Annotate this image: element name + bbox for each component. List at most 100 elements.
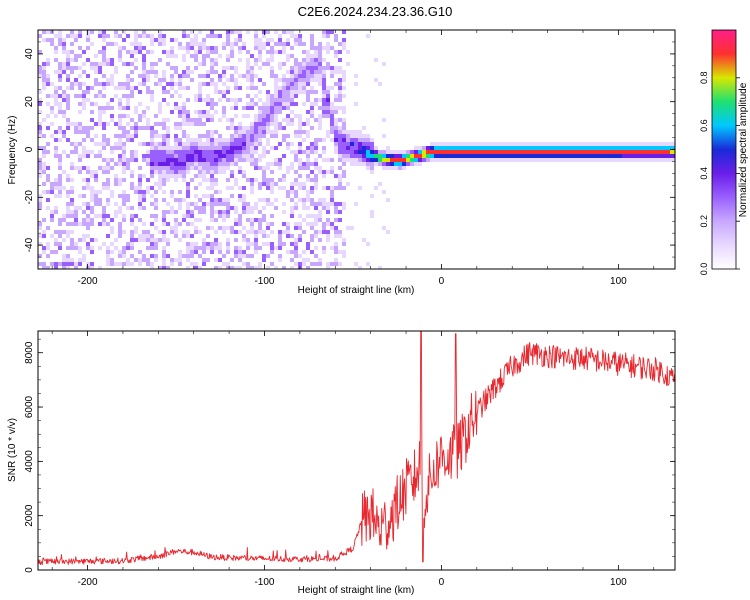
- spectrogram-cell: [270, 214, 274, 218]
- spectrogram-cell: [190, 254, 194, 258]
- spectrogram-cell: [90, 126, 94, 130]
- spectrogram-cell: [318, 78, 322, 82]
- spectrogram-cell: [322, 150, 326, 154]
- spectrogram-cell: [234, 206, 238, 210]
- spectrogram-cell: [314, 206, 318, 210]
- spectrogram-cell: [362, 138, 366, 142]
- spectrogram-cell: [386, 158, 390, 162]
- spectrogram-cell: [242, 254, 246, 258]
- spectrogram-cell: [242, 238, 246, 242]
- spectrogram-cell: [206, 34, 210, 38]
- spectrogram-cell: [338, 42, 342, 46]
- spectrogram-cell: [238, 98, 242, 102]
- spectrogram-cell: [186, 98, 190, 102]
- spectrogram-cell: [190, 38, 194, 42]
- spectrogram-cell: [118, 206, 122, 210]
- spectrogram-cell: [154, 114, 158, 118]
- spectrogram-cell: [178, 174, 182, 178]
- spectrogram-cell: [306, 98, 310, 102]
- spectrogram-cell: [262, 174, 266, 178]
- spectrogram-cell: [66, 122, 70, 126]
- spectrogram-cell: [90, 206, 94, 210]
- spectrogram-cell: [186, 242, 190, 246]
- spectrogram-cell: [194, 142, 198, 146]
- spectrogram-cell: [298, 146, 302, 150]
- spectrogram-cell: [350, 146, 354, 150]
- spectrogram-cell: [158, 182, 162, 186]
- spectrogram-cell: [314, 74, 318, 78]
- spectrogram-cell: [286, 190, 290, 194]
- spectrogram-cell: [662, 146, 666, 150]
- spectrogram-cell: [142, 254, 146, 258]
- spectrogram-cell: [214, 70, 218, 74]
- spectrogram-cell: [266, 226, 270, 230]
- spectrogram-cell: [366, 82, 370, 86]
- spectrogram-cell: [306, 166, 310, 170]
- spectrogram-cell: [598, 154, 602, 158]
- spectrogram-cell: [66, 218, 70, 222]
- spectrogram-cell: [150, 146, 154, 150]
- spectrogram-cell: [122, 38, 126, 42]
- spectrogram-cell: [334, 146, 338, 150]
- spectrogram-cell: [114, 70, 118, 74]
- spectrogram-cell: [86, 202, 90, 206]
- spectrogram-cell: [338, 98, 342, 102]
- spectrogram-cell: [194, 194, 198, 198]
- spectrogram-cell: [670, 154, 674, 158]
- spectrogram-cell: [198, 114, 202, 118]
- spectrogram-cell: [590, 158, 594, 162]
- spectrogram-y-axis-label: Frequency (Hz): [7, 116, 18, 185]
- spectrogram-cell: [286, 162, 290, 166]
- spectrogram-cell: [258, 122, 262, 126]
- spectrogram-cell: [94, 62, 98, 66]
- spectrogram-cell: [250, 234, 254, 238]
- spectrogram-cell: [178, 258, 182, 262]
- spectrogram-cell: [134, 214, 138, 218]
- spectrogram-cell: [338, 218, 342, 222]
- spectrogram-cell: [446, 146, 450, 150]
- spectrogram-cell: [122, 142, 126, 146]
- spectrogram-cell: [170, 178, 174, 182]
- spectrogram-cell: [278, 62, 282, 66]
- spectrogram-cell: [118, 106, 122, 110]
- spectrogram-cell: [158, 106, 162, 110]
- spectrogram-cell: [174, 154, 178, 158]
- spectrogram-cell: [78, 262, 82, 266]
- spectrogram-cell: [290, 70, 294, 74]
- spectrogram-cell: [298, 62, 302, 66]
- spectrogram-cell: [254, 234, 258, 238]
- spectrogram-cell: [94, 66, 98, 70]
- spectrogram-cell: [154, 150, 158, 154]
- spectrogram-cell: [310, 234, 314, 238]
- spectrogram-cell: [318, 218, 322, 222]
- spectrogram-cell: [298, 258, 302, 262]
- spectrogram-cell: [290, 150, 294, 154]
- spectrogram-cell: [222, 90, 226, 94]
- spectrogram-cell: [338, 230, 342, 234]
- spectrogram-cell: [410, 146, 414, 150]
- spectrogram-cell: [410, 162, 414, 166]
- spectrogram-cell: [94, 134, 98, 138]
- spectrogram-cell: [326, 98, 330, 102]
- spectrogram-cell: [138, 54, 142, 58]
- spectrogram-cell: [358, 130, 362, 134]
- spectrogram-cell: [206, 258, 210, 262]
- spectrogram-cell: [78, 30, 82, 34]
- spectrogram-cell: [198, 134, 202, 138]
- spectrogram-cell: [214, 182, 218, 186]
- spectrogram-cell: [402, 162, 406, 166]
- spectrogram-cell: [282, 106, 286, 110]
- spectrogram-cell: [162, 214, 166, 218]
- spectrogram-cell: [554, 154, 558, 158]
- spectrogram-cell: [322, 198, 326, 202]
- spectrogram-cell: [214, 206, 218, 210]
- spectrogram-cell: [150, 70, 154, 74]
- spectrogram-cell: [150, 138, 154, 142]
- spectrogram-cell: [302, 102, 306, 106]
- spectrogram-cell: [314, 254, 318, 258]
- spectrogram-cell: [382, 134, 386, 138]
- spectrogram-cell: [342, 78, 346, 82]
- spectrogram-cell: [326, 230, 330, 234]
- spectrogram-cell: [118, 154, 122, 158]
- spectrogram-cell: [342, 62, 346, 66]
